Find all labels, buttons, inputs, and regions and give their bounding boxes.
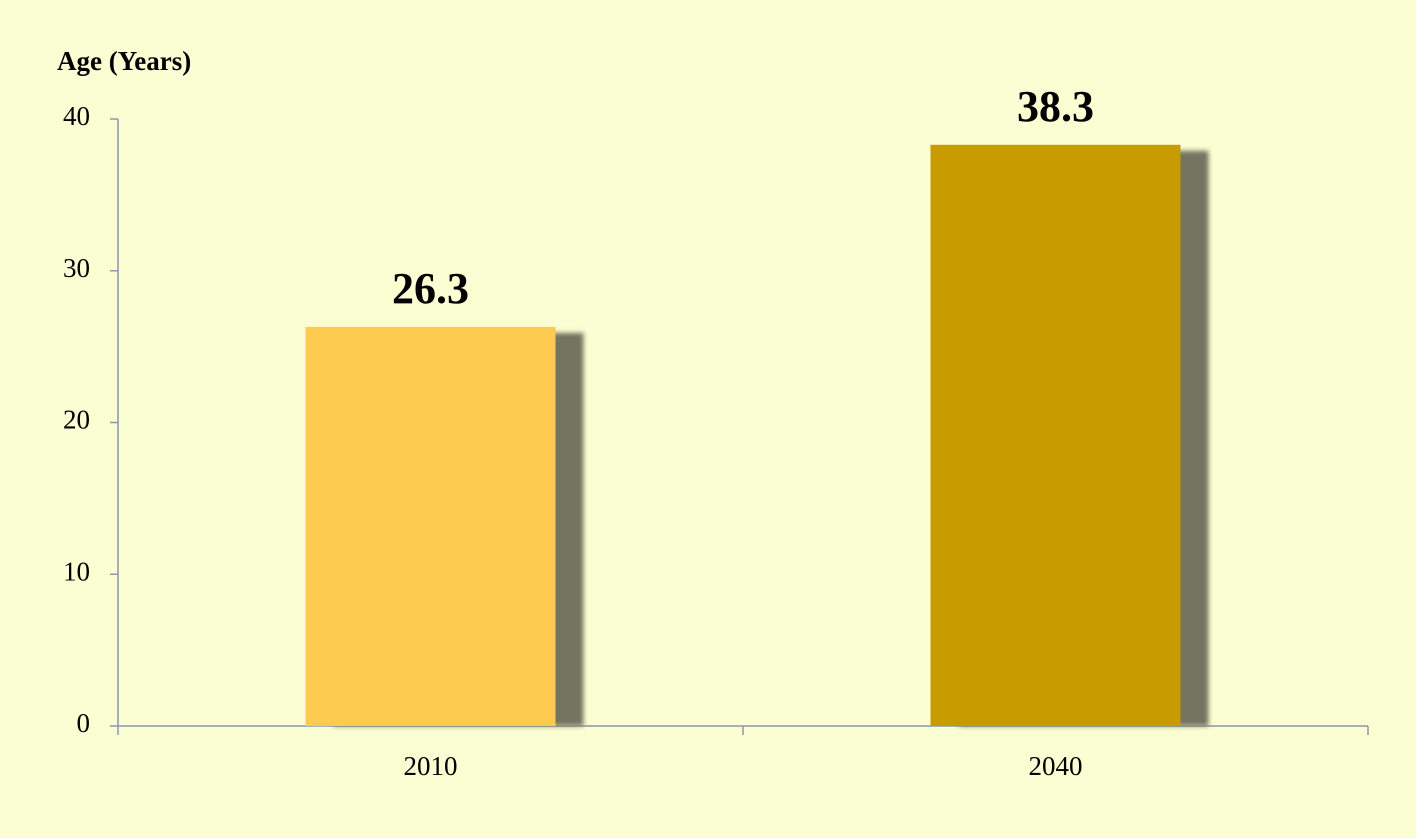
- y-tick-label: 20: [63, 405, 90, 435]
- value-label: 38.3: [1017, 82, 1094, 131]
- x-tick-label: 2040: [1029, 751, 1083, 781]
- bar: [305, 326, 556, 726]
- y-tick-label: 40: [63, 101, 90, 131]
- bar: [930, 144, 1181, 727]
- y-axis-label: Age (Years): [57, 46, 191, 76]
- value-label: 26.3: [392, 264, 469, 313]
- y-tick-label: 30: [63, 253, 90, 283]
- y-tick-label: 0: [77, 708, 91, 738]
- y-tick-label: 10: [63, 556, 90, 586]
- x-tick-label: 2010: [404, 751, 458, 781]
